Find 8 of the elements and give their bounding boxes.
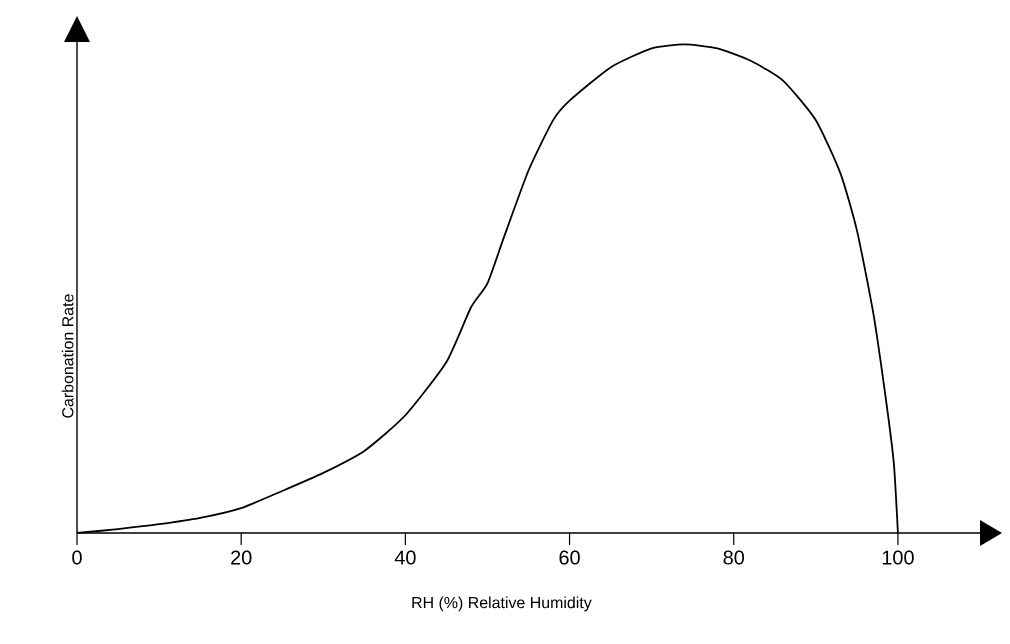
x-axis-title: RH (%) Relative Humidity xyxy=(412,596,592,612)
x-tick-label: 0 xyxy=(72,550,82,565)
x-tick-label: 60 xyxy=(559,550,580,565)
x-tick-label: 40 xyxy=(394,550,416,565)
x-tick-label: 80 xyxy=(723,550,745,565)
x-tick-label: 100 xyxy=(882,550,914,565)
y-axis-title: Carbonation Rate xyxy=(61,294,74,418)
x-tick-label: 20 xyxy=(231,550,252,565)
